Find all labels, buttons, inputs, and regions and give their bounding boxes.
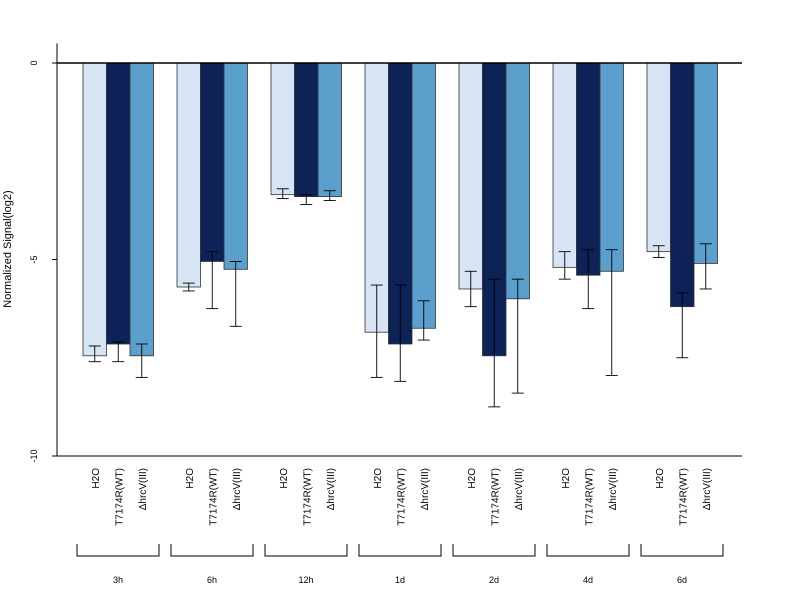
category-label: T7174R(WT)	[490, 468, 501, 526]
bar-3h-1	[106, 62, 131, 345]
category-label: ΔhrcV(III)	[232, 468, 243, 510]
category-label: T7174R(WT)	[584, 468, 595, 526]
group-bracket	[76, 544, 160, 557]
category-label: ΔhrcV(III)	[138, 468, 149, 510]
bar-1d-2	[411, 62, 436, 329]
category-label: H2O	[91, 468, 102, 489]
group-label: 4d	[583, 575, 593, 585]
y-tick-label: 0	[29, 60, 39, 65]
category-label: T7174R(WT)	[208, 468, 219, 526]
bar-6d-1	[670, 62, 695, 308]
bar-4d-1	[576, 62, 601, 276]
group-bracket	[640, 544, 724, 557]
category-label: ΔhrcV(III)	[420, 468, 431, 510]
bar-6h-1	[200, 62, 225, 262]
bar-12h-1	[294, 62, 319, 198]
y-tick-label: -5	[29, 255, 39, 263]
bar-12h-0	[270, 62, 295, 196]
bar-4d-2	[599, 62, 624, 272]
group-label: 6h	[207, 575, 217, 585]
category-label: ΔhrcV(III)	[702, 468, 713, 510]
bar-3h-2	[129, 62, 154, 357]
category-label: ΔhrcV(III)	[514, 468, 525, 510]
bar-2d-2	[505, 62, 530, 300]
bar-6d-2	[693, 62, 718, 264]
category-label: H2O	[279, 468, 290, 489]
category-label: H2O	[561, 468, 572, 489]
category-label: T7174R(WT)	[678, 468, 689, 526]
y-tick-label: -10	[29, 449, 39, 462]
group-bracket	[452, 544, 536, 557]
category-label: H2O	[373, 468, 384, 489]
bar-4d-0	[552, 62, 577, 268]
group-label: 2d	[489, 575, 499, 585]
y-axis-title: Normalized Signal(log2)	[2, 190, 14, 307]
group-label: 3h	[113, 575, 123, 585]
bar-6d-0	[646, 62, 671, 253]
group-label: 6d	[677, 575, 687, 585]
category-label: H2O	[467, 468, 478, 489]
group-bracket	[170, 544, 254, 557]
group-bracket	[546, 544, 630, 557]
category-label: T7174R(WT)	[114, 468, 125, 526]
category-label: ΔhrcV(III)	[326, 468, 337, 510]
category-label: H2O	[655, 468, 666, 489]
bar-6h-2	[223, 62, 248, 270]
category-label: ΔhrcV(III)	[608, 468, 619, 510]
category-label: H2O	[185, 468, 196, 489]
group-label: 12h	[298, 575, 313, 585]
bar-2d-0	[458, 62, 483, 290]
group-bracket	[358, 544, 442, 557]
category-label: T7174R(WT)	[302, 468, 313, 526]
bar-3h-0	[82, 62, 107, 357]
bar-12h-2	[317, 62, 342, 198]
bar-6h-0	[176, 62, 201, 288]
group-bracket	[264, 544, 348, 557]
group-label: 1d	[395, 575, 405, 585]
category-label: T7174R(WT)	[396, 468, 407, 526]
